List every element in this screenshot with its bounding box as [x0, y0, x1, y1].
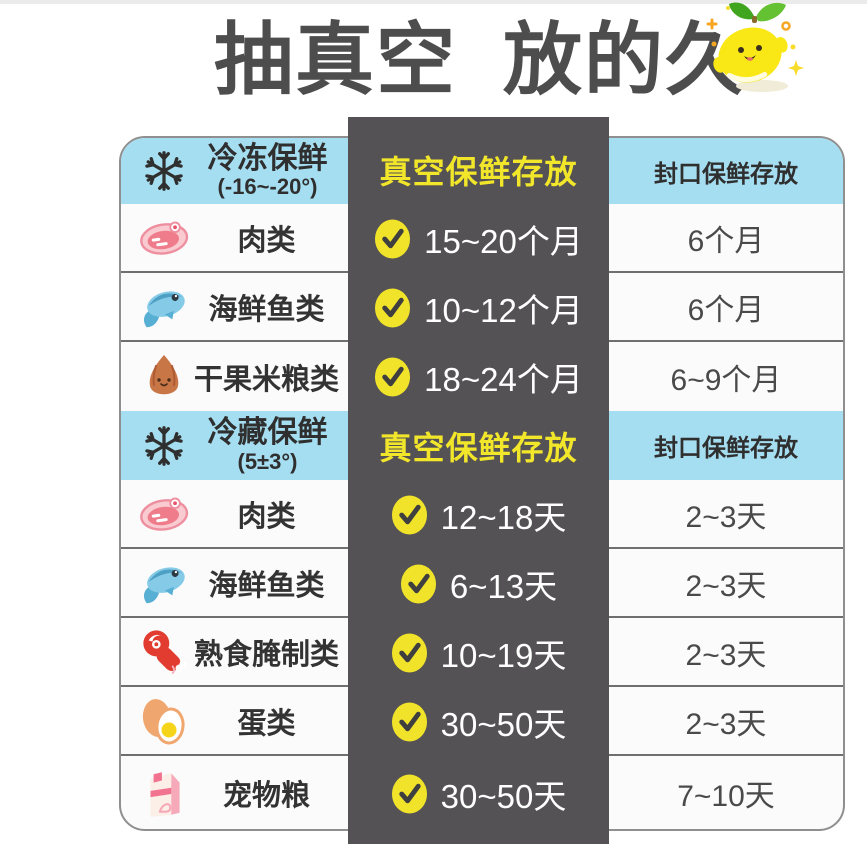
- freezer-header-cell: 冷冻保鲜 (-16~-20°): [121, 138, 348, 204]
- meat-icon: [135, 216, 193, 260]
- vacuum-value: 18~24个月: [424, 360, 583, 398]
- table-row: 宠物粮 7~10天: [121, 756, 843, 829]
- vacuum-column-header: 真空保鲜存放: [379, 154, 578, 190]
- ham-icon: [135, 628, 193, 676]
- seal-value: 6个月: [687, 293, 765, 327]
- vacuum-value: 6~13天: [449, 567, 558, 605]
- nut-icon: [135, 352, 193, 402]
- egg-icon: [135, 696, 193, 746]
- vacuum-column: 真空保鲜存放 15~20个月 10~12个月 18~24个月 真空保鲜存放 12…: [348, 117, 609, 844]
- food-label: 干果米粮类: [193, 363, 339, 396]
- seal-value: 6个月: [687, 224, 765, 258]
- food-label: 宠物粮: [222, 779, 310, 812]
- check-icon: [375, 288, 411, 327]
- vacuum-value: 30~50天: [440, 777, 567, 815]
- vacuum-value: 30~50天: [440, 705, 567, 743]
- table-row: 海鲜鱼类 2~3天: [121, 549, 843, 618]
- fridge-temp: (5±3°): [237, 448, 298, 474]
- top-edge-strip: [0, 0, 867, 4]
- petfood-icon: [135, 766, 193, 820]
- seal-column-header: 封口保鲜存放: [654, 160, 798, 188]
- vacuum-cell: 18~24个月: [348, 342, 609, 411]
- seal-value: 7~10天: [677, 779, 775, 813]
- table-row: 熟食腌制类 2~3天: [121, 618, 843, 687]
- check-icon: [391, 774, 427, 813]
- fridge-header-row: 冷藏保鲜 (5±3°) 封口保鲜存放: [121, 411, 843, 480]
- freezer-temp: (-16~-20°): [217, 174, 318, 200]
- food-label: 肉类: [237, 500, 296, 533]
- seal-column-header: 封口保鲜存放: [654, 435, 798, 462]
- meat-icon: [135, 492, 193, 536]
- vacuum-value: 10~19天: [440, 636, 567, 674]
- vacuum-cell: 10~19天: [348, 618, 609, 687]
- freezer-header-row: 冷冻保鲜 (-16~-20°) 封口保鲜存放: [121, 138, 843, 204]
- food-label: 肉类: [237, 224, 296, 257]
- table-row: 肉类 6个月: [121, 204, 843, 273]
- check-icon: [400, 564, 436, 603]
- vacuum-cell: 10~12个月: [348, 273, 609, 342]
- vacuum-value: 12~18天: [440, 498, 567, 536]
- food-label: 熟食腌制类: [193, 638, 339, 671]
- table-row: 蛋类 2~3天: [121, 687, 843, 756]
- food-label: 海鲜鱼类: [208, 569, 325, 602]
- seal-value: 2~3天: [685, 707, 767, 741]
- check-icon: [391, 702, 427, 741]
- vacuum-value: 15~20个月: [424, 222, 583, 260]
- page-title: 抽真空 放的久: [214, 14, 746, 104]
- fridge-title: 冷藏保鲜: [207, 416, 328, 450]
- food-label: 蛋类: [237, 707, 296, 740]
- vacuum-cell: 15~20个月: [348, 204, 609, 273]
- vacuum-cell: 6~13天: [348, 549, 609, 618]
- table-row: 干果米粮类 6~9个月: [121, 342, 843, 411]
- freezer-title: 冷冻保鲜: [207, 141, 328, 175]
- table-row: 海鲜鱼类 6个月: [121, 273, 843, 342]
- check-icon: [391, 495, 427, 534]
- table-row: 肉类 2~3天: [121, 480, 843, 549]
- snowflake-icon: [135, 423, 193, 469]
- vacuum-cell: 30~50天: [348, 687, 609, 756]
- food-label: 海鲜鱼类: [208, 293, 325, 326]
- snowflake-icon: [135, 148, 193, 194]
- lemon-mascot-icon: [698, 0, 808, 100]
- seal-value: 6~9个月: [670, 363, 782, 397]
- check-icon: [375, 357, 411, 396]
- vacuum-column-header: 真空保鲜存放: [379, 429, 578, 466]
- seal-value: 2~3天: [685, 638, 767, 672]
- vacuum-cell: 12~18天: [348, 480, 609, 549]
- seal-value: 2~3天: [685, 569, 767, 603]
- check-icon: [391, 633, 427, 672]
- vacuum-value: 10~12个月: [424, 291, 583, 329]
- fridge-header-cell: 冷藏保鲜 (5±3°): [121, 411, 348, 480]
- check-icon: [375, 219, 411, 258]
- fish-icon: [135, 558, 193, 608]
- seal-value: 2~3天: [685, 500, 767, 534]
- fish-icon: [135, 282, 193, 332]
- vacuum-cell: 30~50天: [348, 756, 609, 831]
